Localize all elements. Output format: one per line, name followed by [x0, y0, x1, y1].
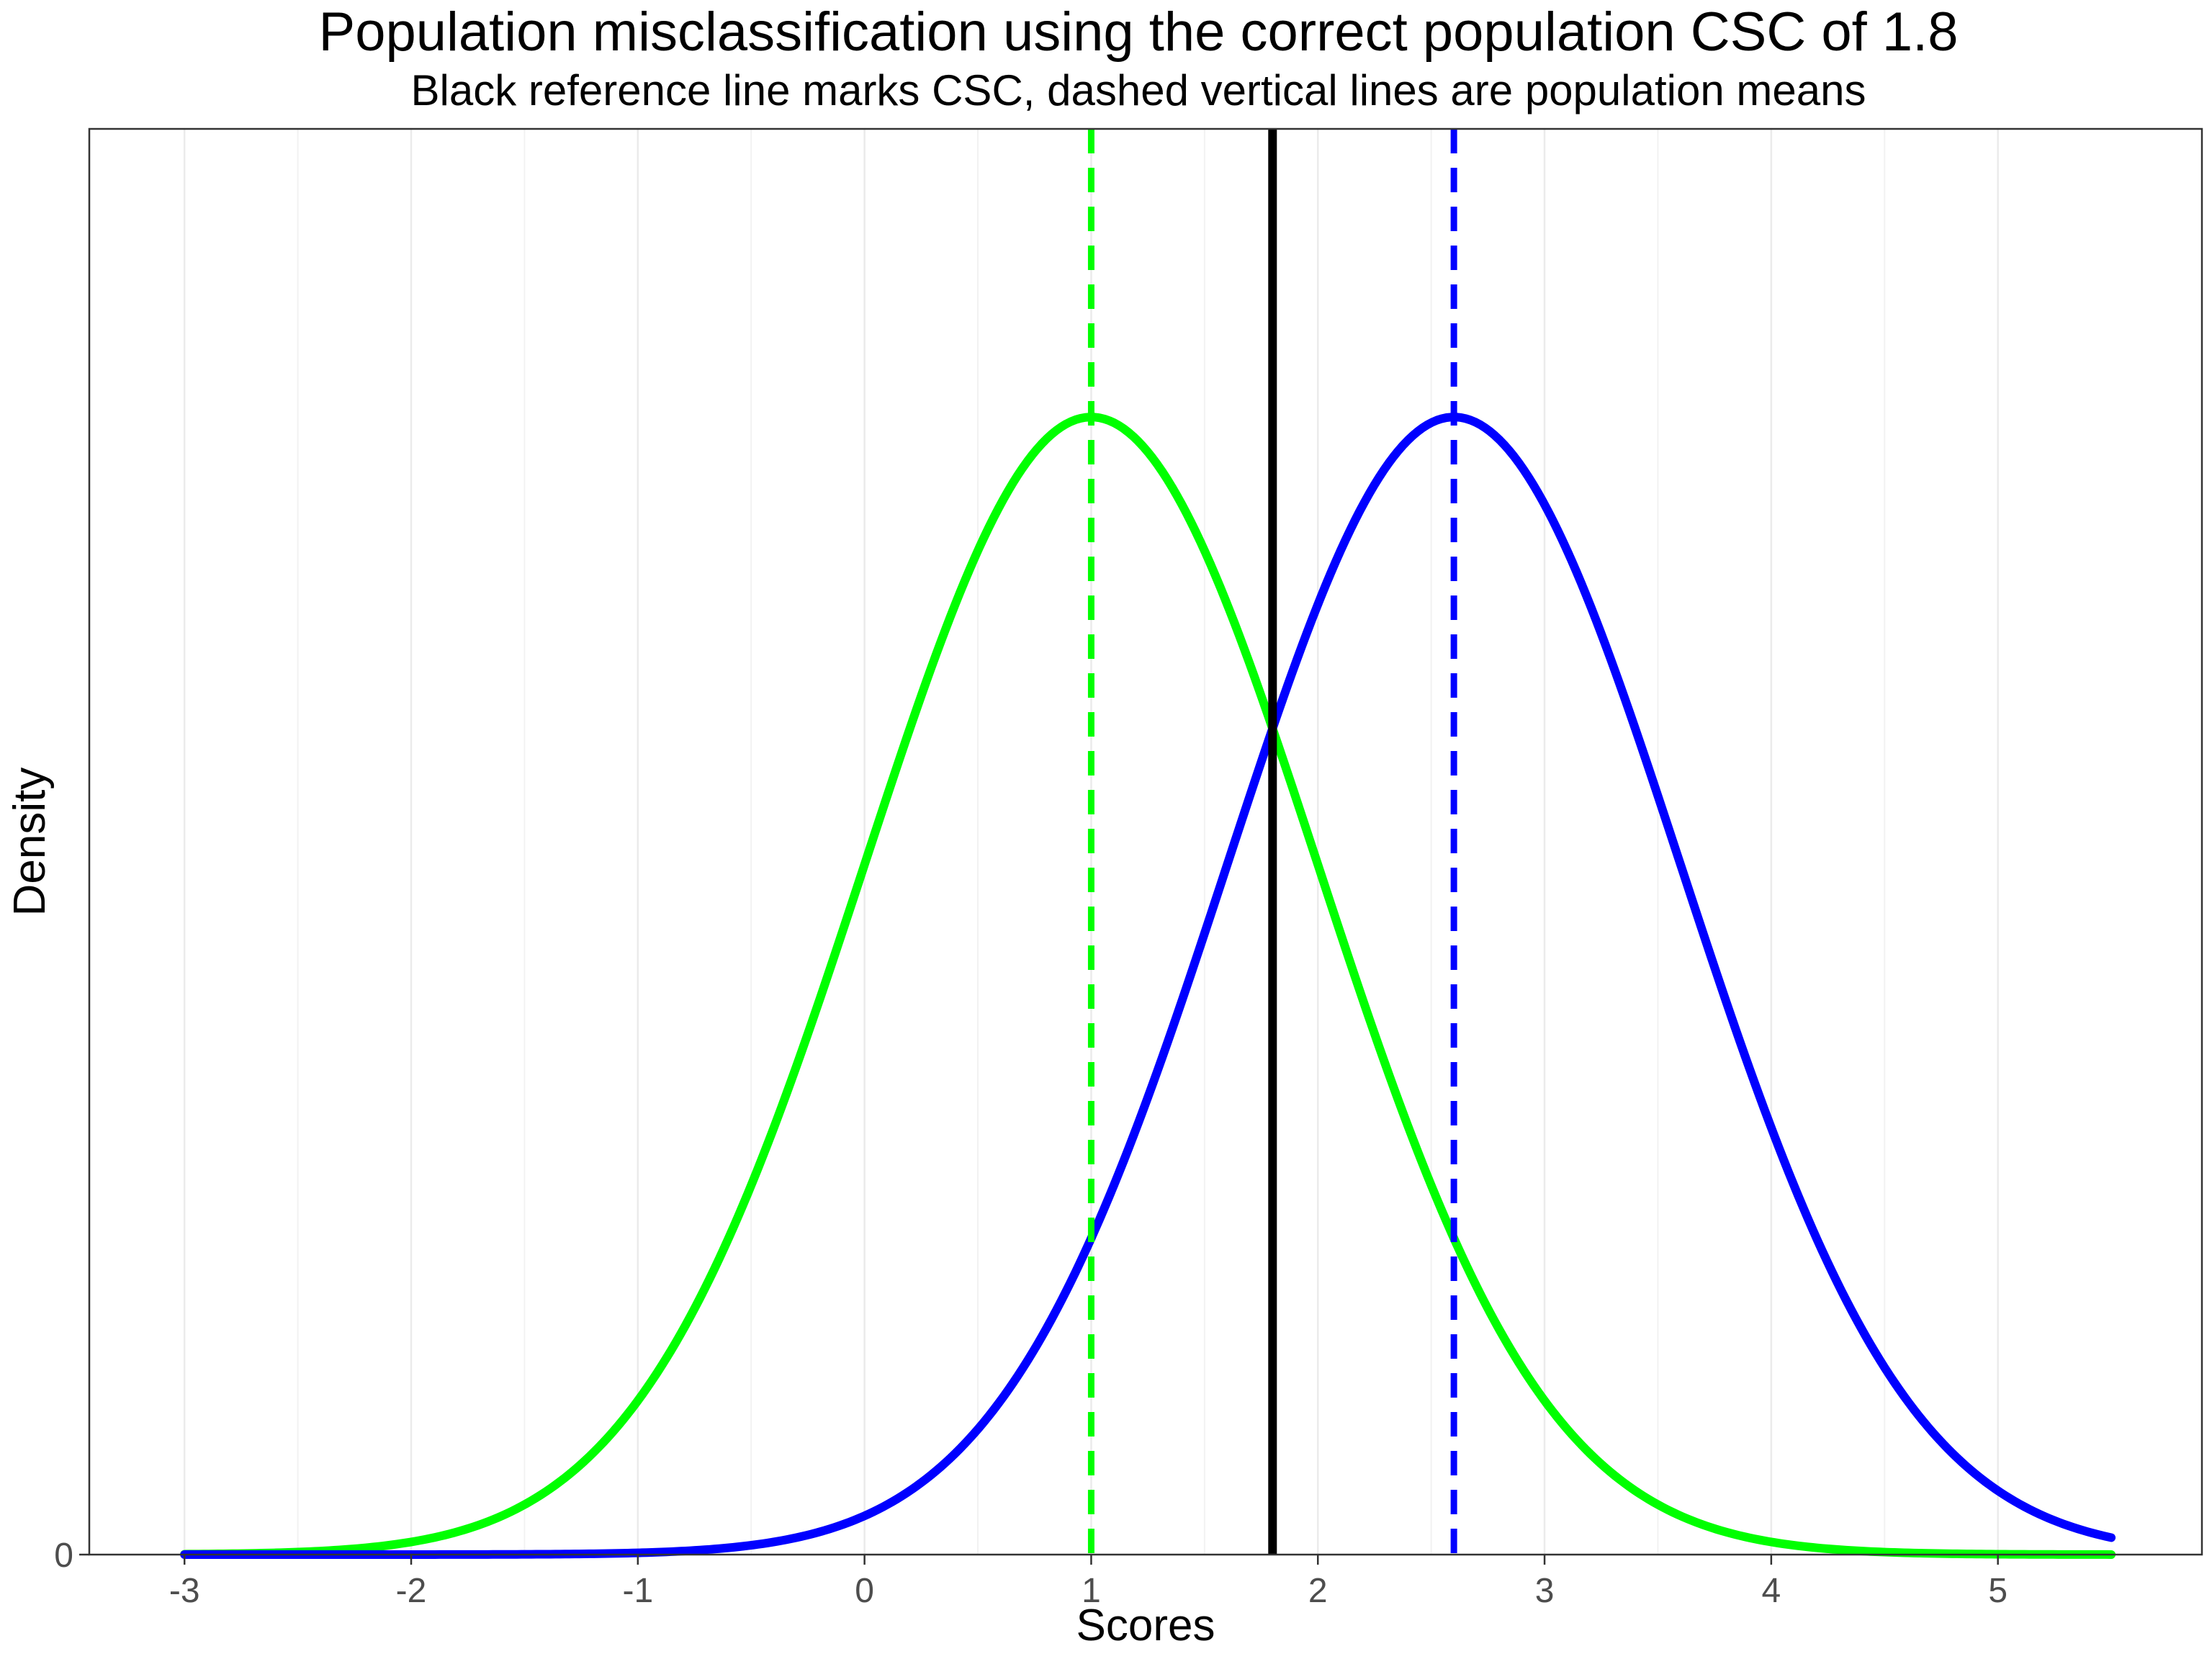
x-tick-label: 3: [1535, 1572, 1555, 1610]
y-axis-title: Density: [5, 768, 55, 917]
y-tick-label: 0: [54, 1537, 73, 1575]
chart-title: Population misclassification using the c…: [319, 1, 1959, 63]
x-axis-title: Scores: [1076, 1601, 1215, 1650]
x-tick-label: 5: [1988, 1572, 2008, 1610]
x-tick-label: 4: [1762, 1572, 1781, 1610]
x-tick-label: 2: [1308, 1572, 1328, 1610]
reference-lines: [1087, 129, 1457, 1555]
chart-subtitle: Black reference line marks CSC, dashed v…: [411, 66, 1866, 114]
x-tick-label: 1: [1082, 1572, 1101, 1610]
y-axis: 0: [54, 1537, 89, 1575]
density-curves: [180, 413, 2116, 1559]
x-tick-label: -1: [622, 1572, 653, 1610]
x-tick-label: -3: [169, 1572, 200, 1610]
x-axis: -3 -2 -1 0 1 2 3 4 5: [169, 1555, 2008, 1610]
density-curve-2: [180, 413, 2116, 1559]
x-tick-label: 0: [855, 1572, 874, 1610]
x-tick-label: -2: [396, 1572, 427, 1610]
panel-border: [88, 127, 2203, 1556]
plot-area: [88, 127, 2203, 1559]
density-curve-1: [180, 413, 2116, 1559]
